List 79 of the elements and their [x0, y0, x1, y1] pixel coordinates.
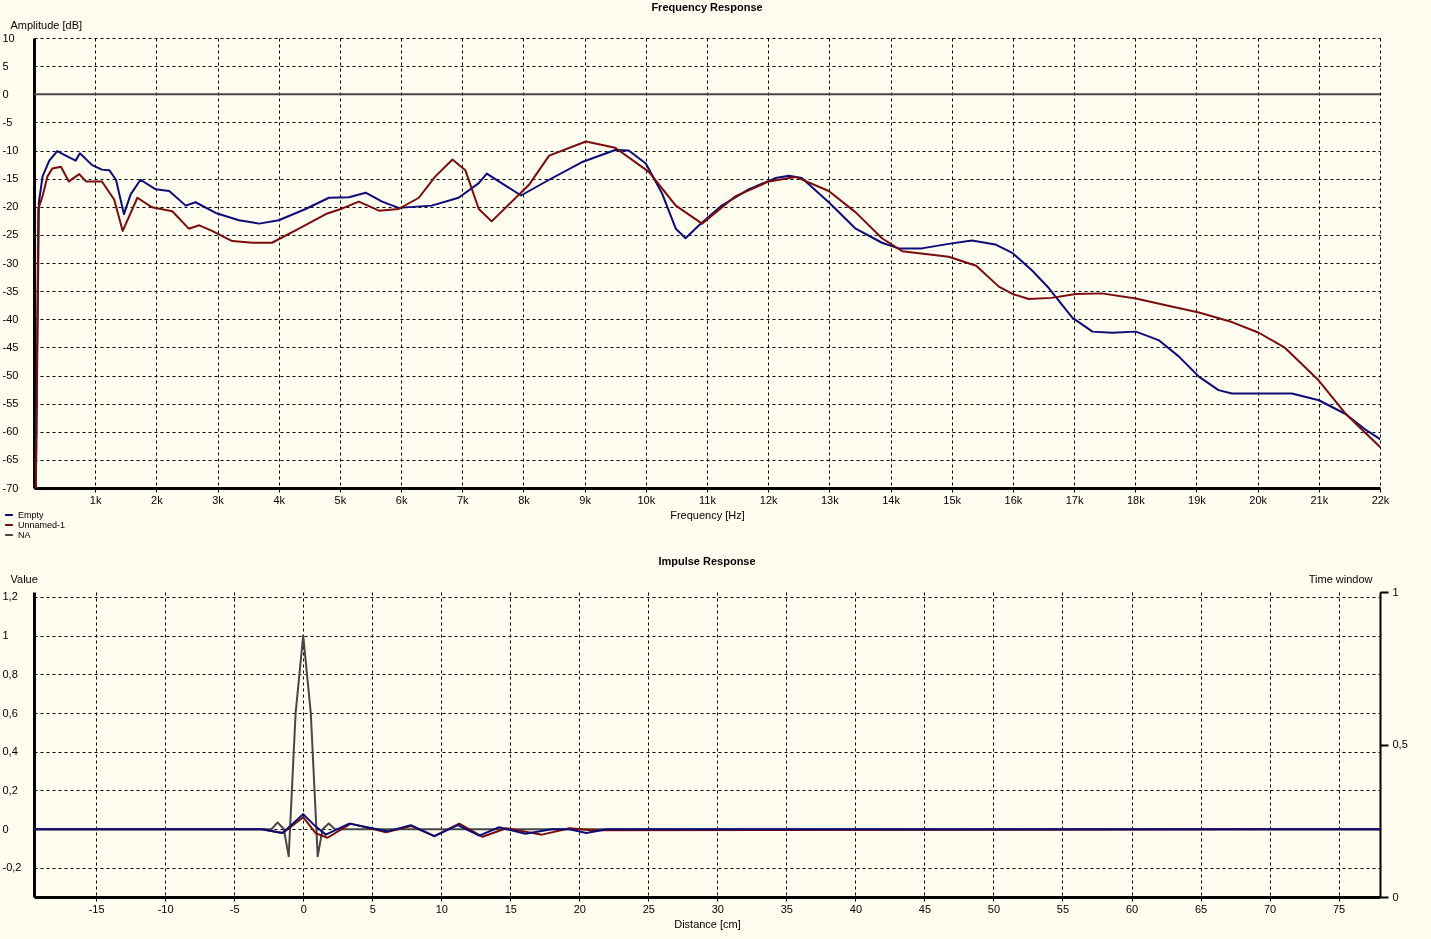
x-tick-label: 2k: [151, 493, 164, 506]
x-tick-label: 1k: [89, 493, 102, 506]
x-tick-label: 55: [1056, 902, 1070, 915]
y-tick-label: 0,4: [2, 745, 18, 758]
x-tick-label: 6k: [395, 493, 408, 506]
x-tick-label: 16k: [1004, 493, 1023, 506]
y-tick-label: 0,2: [2, 783, 18, 796]
y-tick-label: 0,8: [2, 667, 18, 680]
x-tick-label: 13k: [820, 493, 840, 506]
x-tick-label: 0: [300, 902, 307, 915]
x-tick-label: 21k: [1310, 493, 1329, 506]
legend-label: Unnamed-1: [18, 520, 66, 530]
x-tick-label: 20k: [1249, 493, 1268, 506]
y2-tick-label: 1: [1392, 585, 1399, 598]
x-tick-label: 35: [780, 902, 793, 915]
x-tick-label: 4k: [273, 493, 286, 506]
x-tick-label: -10: [157, 902, 174, 915]
x-tick-label: 8k: [518, 493, 531, 506]
y2-axis-title: Time window: [1308, 572, 1373, 585]
y-tick-label: -0,2: [2, 861, 22, 874]
x-tick-label: 10k: [637, 493, 656, 506]
x-tick-label: 9k: [579, 493, 592, 506]
x-tick-label: 65: [1194, 902, 1208, 915]
x-tick-label: 11k: [699, 493, 717, 506]
x-tick-label: 17k: [1065, 493, 1084, 506]
y-tick-label: -15: [2, 172, 19, 185]
y-tick-label: -5: [2, 115, 13, 128]
x-tick-label: 20: [573, 902, 586, 915]
x-tick-label: -15: [88, 902, 105, 915]
x-tick-label: 15: [504, 902, 517, 915]
x-tick-label: 45: [918, 902, 932, 915]
legend-label: NA: [18, 530, 31, 540]
y-tick-label: 0: [2, 822, 9, 835]
y-tick-label: -20: [2, 200, 19, 213]
x-tick-label: 75: [1332, 902, 1346, 915]
y-tick-label: -65: [2, 453, 19, 466]
y2-tick-label: 0: [1392, 890, 1399, 903]
chart-title: Impulse Response: [658, 555, 756, 567]
y-tick-label: 1: [2, 629, 9, 642]
x-tick-label: 40: [849, 902, 863, 915]
x-tick-label: 30: [711, 902, 724, 915]
y-tick-label: -35: [2, 284, 19, 297]
x-tick-label: 22k: [1371, 493, 1390, 506]
y-tick-label: -60: [2, 425, 19, 438]
y-tick-label: -55: [2, 397, 19, 410]
y-tick-label: 5: [2, 59, 9, 72]
legend-label: Empty: [18, 510, 45, 520]
y-tick-label: -45: [2, 340, 19, 353]
x-tick-label: 25: [642, 902, 655, 915]
x-tick-label: 60: [1125, 902, 1139, 915]
y-axis-title: Value: [10, 572, 38, 585]
x-tick-label: 50: [987, 902, 1001, 915]
x-tick-label: 12k: [759, 493, 779, 506]
y-tick-label: -40: [2, 312, 19, 325]
chart-title: Frequency Response: [651, 1, 763, 13]
x-tick-label: 3k: [212, 493, 225, 506]
x-tick-label: 18k: [1126, 493, 1146, 506]
y-tick-label: -25: [2, 228, 19, 241]
x-tick-label: 10: [435, 902, 448, 915]
x-axis-title: Distance [cm]: [674, 917, 741, 930]
x-tick-label: 5: [369, 902, 376, 915]
x-axis-title: Frequency [Hz]: [670, 508, 745, 521]
y2-tick-label: 0,5: [1392, 738, 1408, 750]
x-tick-label: 15k: [943, 493, 962, 506]
y-tick-label: 0,6: [2, 706, 18, 719]
y-tick-label: -10: [2, 144, 19, 156]
x-tick-label: 70: [1263, 902, 1277, 915]
x-tick-label: -5: [229, 902, 240, 915]
y-tick-label: -70: [2, 481, 19, 494]
x-tick-label: 14k: [882, 493, 901, 506]
y-tick-label: 1,2: [2, 590, 18, 603]
y-tick-label: -50: [2, 369, 19, 381]
x-tick-label: 19k: [1188, 493, 1207, 506]
x-tick-label: 5k: [334, 493, 347, 506]
y-axis-title: Amplitude [dB]: [10, 18, 83, 31]
y-tick-label: 10: [2, 31, 15, 44]
x-tick-label: 7k: [456, 493, 470, 506]
y-tick-label: 0: [2, 87, 9, 100]
y-tick-label: -30: [2, 256, 19, 269]
